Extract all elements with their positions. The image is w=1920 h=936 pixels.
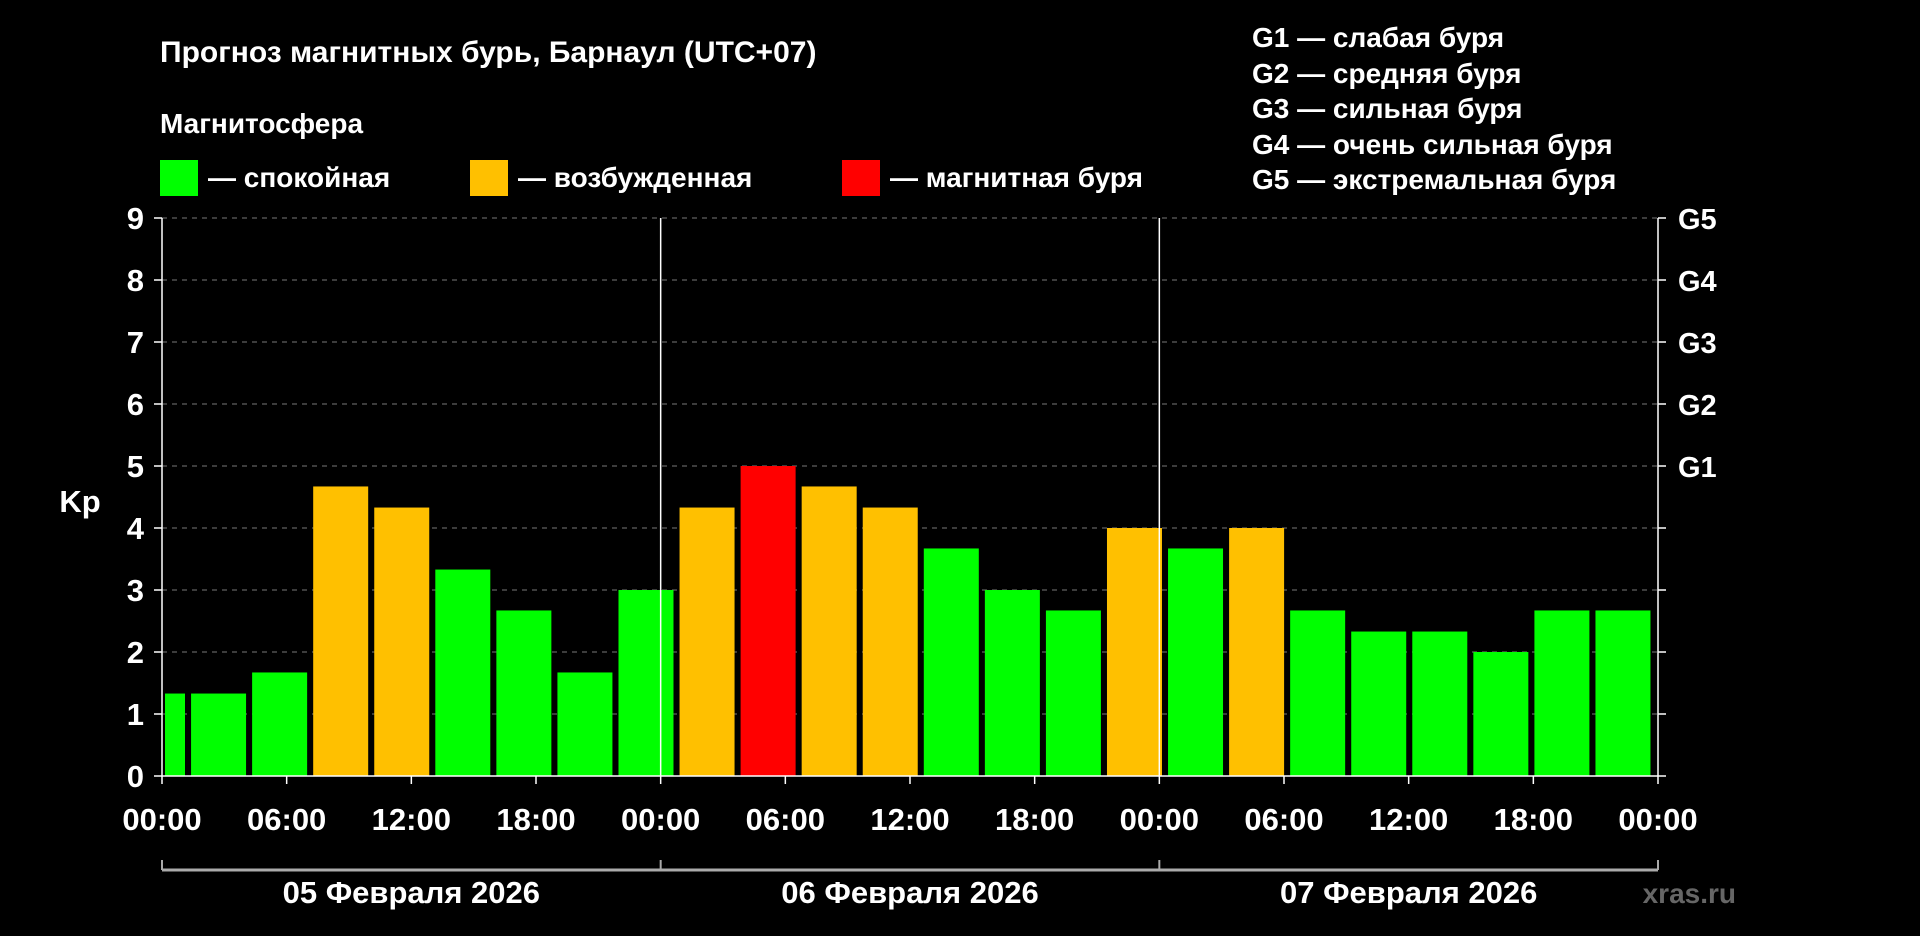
legend-swatch-storm: [842, 160, 880, 196]
y-axis-label: Kp: [59, 484, 100, 519]
storm-scale-g1: G1 — слабая буря: [1252, 22, 1505, 53]
y-tick-label: 2: [127, 635, 144, 670]
y-tick-label: 0: [127, 759, 144, 794]
kp-bar: [1045, 610, 1101, 776]
storm-scale-g3: G3 — сильная буря: [1252, 93, 1523, 124]
y-tick-label: 6: [127, 387, 144, 422]
y-tick-label: 8: [127, 263, 144, 298]
kp-bar: [618, 590, 674, 776]
storm-scale-g5: G5 — экстремальная буря: [1252, 164, 1617, 195]
legend-item-calm: — спокойная: [160, 160, 390, 196]
kp-bar: [984, 590, 1040, 776]
g-tick-label: G5: [1678, 204, 1717, 236]
x-tick-label: 18:00: [496, 802, 575, 837]
g-tick-label: G3: [1678, 328, 1717, 360]
legend-swatch-active: [470, 160, 508, 196]
x-tick-label: 18:00: [995, 802, 1074, 837]
legend-heading: Магнитосфера: [160, 108, 364, 139]
legend-label-storm: — магнитная буря: [890, 162, 1143, 193]
chart-title: Прогноз магнитных бурь, Барнаул (UTC+07): [160, 36, 817, 69]
kp-bar: [923, 548, 979, 776]
storm-scale-g2: G2 — средняя буря: [1252, 57, 1522, 89]
x-tick-label: 12:00: [870, 802, 949, 837]
y-tick-label: 7: [127, 325, 144, 360]
kp-bar: [1290, 610, 1346, 776]
kp-bar: [679, 507, 735, 776]
x-tick-label: 06:00: [1244, 802, 1323, 837]
x-tick-label: 00:00: [1120, 802, 1199, 837]
legend-label-active: — возбужденная: [518, 162, 753, 193]
kp-bar: [1351, 631, 1407, 776]
kp-bar: [1168, 548, 1224, 776]
day-label: 06 Февраля 2026: [781, 875, 1038, 910]
y-tick-label: 4: [127, 511, 145, 546]
kp-bar: [1229, 528, 1285, 776]
legend-swatch-calm: [160, 160, 198, 196]
g-tick-label: G2: [1678, 390, 1717, 422]
kp-bar: [1534, 610, 1590, 776]
kp-bar: [374, 507, 430, 776]
x-tick-label: 06:00: [247, 802, 326, 837]
kp-bar: [1106, 528, 1162, 776]
x-tick-label: 18:00: [1494, 802, 1573, 837]
kp-bar: [740, 466, 796, 776]
kp-bar: [1473, 652, 1529, 776]
day-label: 07 Февраля 2026: [1280, 875, 1537, 910]
y-tick-label: 1: [127, 697, 144, 732]
kp-bar: [1412, 631, 1468, 776]
kp-bar: [496, 610, 552, 776]
y-tick-label: 3: [127, 573, 144, 608]
kp-bar: [191, 693, 247, 776]
x-tick-label: 12:00: [1369, 802, 1448, 837]
x-tick-label: 00:00: [1618, 802, 1697, 837]
g-tick-label: G4: [1678, 266, 1717, 298]
y-tick-label: 9: [127, 201, 144, 236]
kp-bar: [1595, 610, 1651, 776]
kp-bar: [165, 693, 185, 776]
storm-scale-g4: G4 — очень сильная буря: [1252, 128, 1613, 160]
kp-bar: [435, 569, 491, 776]
kp-bar: [252, 672, 308, 776]
g-tick-label: G1: [1678, 452, 1717, 484]
legend-item-storm: — магнитная буря: [842, 160, 1143, 196]
watermark: xras.ru: [1643, 878, 1736, 909]
day-label: 05 Февраля 2026: [283, 875, 540, 910]
x-tick-label: 00:00: [621, 802, 700, 837]
x-tick-label: 00:00: [122, 802, 201, 837]
y-tick-label: 5: [127, 449, 144, 484]
kp-bar: [862, 507, 918, 776]
kp-bar: [801, 486, 857, 776]
kp-bar: [557, 672, 613, 776]
legend-label-calm: — спокойная: [208, 162, 391, 193]
x-tick-label: 12:00: [372, 802, 451, 837]
storm-scale-legend: G1 — слабая буря G2 — средняя буря G3 — …: [1252, 20, 1616, 198]
kp-bar: [313, 486, 369, 776]
x-tick-label: 06:00: [746, 802, 825, 837]
legend-item-active: — возбужденная: [470, 160, 752, 196]
